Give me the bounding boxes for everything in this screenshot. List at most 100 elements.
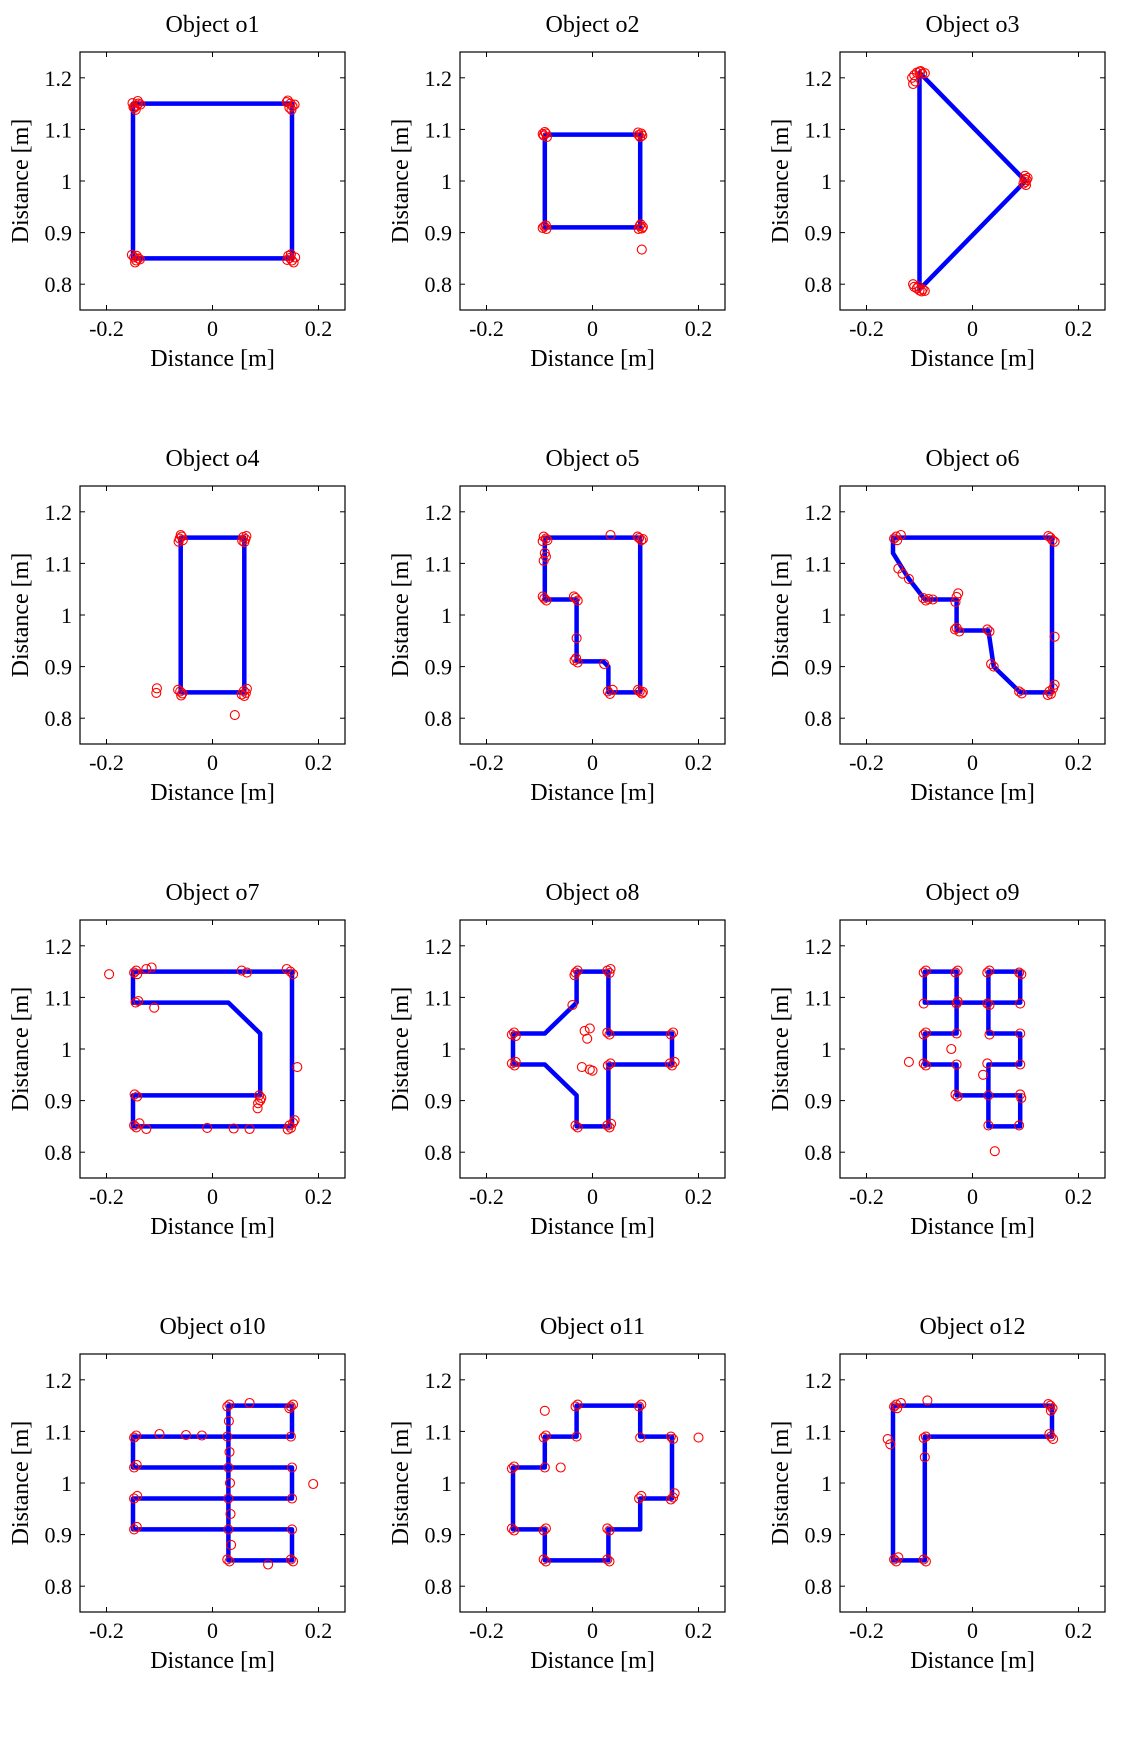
contact-point: [288, 969, 299, 980]
contact-point: [634, 533, 645, 544]
contact-point: [604, 1029, 615, 1040]
x-tick-label: -0.2: [469, 1184, 504, 1209]
contact-point: [196, 1430, 207, 1441]
contact-point: [1016, 969, 1027, 980]
y-axis-label: Distance [m]: [768, 1421, 794, 1546]
x-axis-label: Distance [m]: [530, 1214, 655, 1240]
y-tick-label: 1.2: [425, 934, 453, 959]
y-tick-label: 1.2: [45, 934, 73, 959]
contact-point: [669, 1056, 680, 1067]
contact-point: [308, 1478, 319, 1490]
plot-area: [459, 919, 726, 1179]
x-axis-label: Distance [m]: [530, 1648, 655, 1674]
contact-point: [1049, 631, 1060, 642]
contact-point: [918, 967, 929, 978]
contact-point: [918, 998, 929, 1009]
contact-point: [539, 221, 550, 232]
contact-point: [951, 622, 962, 633]
contact-point: [134, 1118, 145, 1129]
contact-point: [222, 1401, 233, 1412]
y-tick-label: 1.1: [45, 117, 73, 142]
contact-point: [572, 1399, 583, 1410]
y-tick-label: 1.1: [45, 551, 73, 576]
x-tick-label: 0.2: [305, 750, 333, 775]
object-outline: [542, 132, 643, 230]
contact-point: [920, 595, 931, 606]
contact-point: [285, 1554, 296, 1565]
contact-point: [666, 1060, 678, 1071]
y-axis-label: Distance [m]: [8, 987, 34, 1112]
plot-content: [104, 962, 303, 1135]
y-tick-label: 1.1: [425, 117, 453, 142]
contact-point: [982, 967, 993, 978]
contact-point: [540, 551, 551, 562]
contact-point: [506, 1523, 517, 1534]
contact-point: [132, 1490, 143, 1501]
y-tick-label: 1.2: [425, 66, 453, 91]
contact-point: [286, 104, 297, 115]
plot-area: [839, 919, 1106, 1179]
y-tick-label: 1: [61, 603, 72, 628]
y-tick-label: 0.8: [805, 1574, 833, 1599]
y-axis-label: Distance [m]: [388, 987, 414, 1112]
contact-point: [885, 1439, 896, 1450]
contact-point: [285, 966, 296, 977]
contact-point: [952, 965, 963, 976]
chart-svg: Object o9 -0.2 0 0.2 0.8 0.9 1 1.1 1.2 Distance […: [768, 880, 1106, 1240]
y-tick-label: 0.8: [45, 1140, 73, 1165]
contact-point: [129, 1432, 140, 1443]
contact-point: [244, 1123, 255, 1135]
contact-point: [1044, 1428, 1055, 1440]
contact-point: [131, 1459, 142, 1470]
contact-point: [916, 286, 927, 297]
contact-point: [151, 687, 162, 698]
contact-point: [633, 684, 644, 695]
chart-title: Object o12: [920, 1314, 1026, 1340]
contact-point: [540, 1430, 551, 1441]
contact-point: [253, 1098, 264, 1109]
x-tick-label: -0.2: [89, 316, 124, 341]
chart-panel-1: Object o1 -0.2 0 0.2 0.8 0.9 1 1.1 1.2 Distance […: [0, 2, 380, 436]
contact-point: [984, 965, 995, 976]
contact-point: [288, 1117, 299, 1128]
y-tick-label: 1: [441, 603, 452, 628]
contact-point: [882, 1434, 893, 1445]
y-tick-label: 0.9: [45, 655, 73, 680]
chart-svg: Object o8 -0.2 0 0.2 0.8 0.9 1 1.1 1.2 Distance […: [388, 880, 726, 1240]
contact-point: [228, 1123, 239, 1134]
x-tick-label: 0: [587, 316, 598, 341]
chart-title: Object o4: [166, 446, 260, 472]
chart-svg: Object o7 -0.2 0 0.2 0.8 0.9 1 1.1 1.2 Distance […: [8, 880, 346, 1240]
y-tick-label: 0.9: [805, 221, 833, 246]
y-tick-label: 0.9: [45, 1523, 73, 1548]
x-tick-label: -0.2: [849, 316, 884, 341]
contact-point: [982, 624, 993, 635]
y-tick-label: 0.8: [805, 272, 833, 297]
contact-point: [202, 1122, 213, 1133]
y-tick-label: 0.8: [425, 1140, 453, 1165]
contact-point: [285, 1431, 296, 1442]
chart-svg: Object o1 -0.2 0 0.2 0.8 0.9 1 1.1 1.2 Distance […: [8, 12, 346, 372]
contact-point: [636, 223, 647, 234]
chart-title: Object o3: [926, 12, 1020, 38]
contact-point: [637, 534, 648, 545]
contact-point: [1015, 1059, 1026, 1070]
contact-point: [669, 1488, 680, 1499]
y-tick-label: 1.1: [805, 1419, 833, 1444]
contact-point: [284, 102, 295, 113]
plot-area: [839, 1353, 1106, 1613]
contact-point: [222, 1431, 233, 1442]
contact-point: [223, 1416, 234, 1427]
contact-point: [1016, 688, 1027, 699]
contact-point: [665, 1494, 676, 1505]
chart-panel-7: Object o7 -0.2 0 0.2 0.8 0.9 1 1.1 1.2 Distance […: [0, 870, 380, 1304]
contact-point: [604, 1525, 615, 1536]
contact-point: [604, 968, 615, 979]
x-axis-label: Distance [m]: [150, 780, 275, 806]
x-tick-label: 0: [207, 316, 218, 341]
contact-point: [602, 1027, 613, 1038]
contact-point: [223, 1493, 234, 1504]
y-tick-label: 1: [61, 169, 72, 194]
contact-point: [952, 1091, 963, 1102]
contact-point: [978, 1069, 989, 1080]
